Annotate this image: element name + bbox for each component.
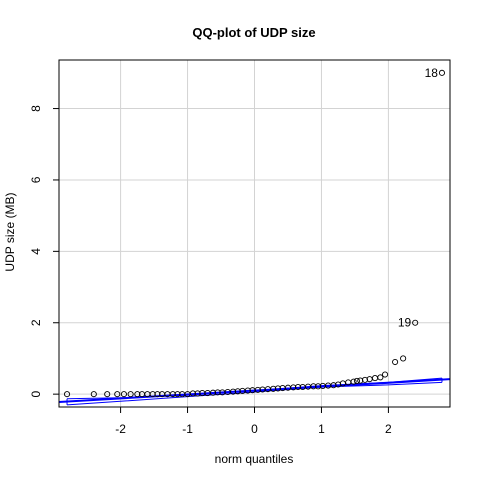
x-axis-label: norm quantiles bbox=[215, 452, 294, 466]
data-point bbox=[400, 355, 407, 362]
point-label: 19 bbox=[398, 316, 412, 330]
y-tick-label: 8 bbox=[29, 105, 43, 112]
data-point bbox=[294, 383, 302, 391]
data-point bbox=[154, 391, 161, 398]
x-tick-label: 2 bbox=[385, 422, 392, 436]
data-point bbox=[90, 391, 97, 398]
data-point bbox=[377, 374, 384, 381]
y-tick-label: 0 bbox=[29, 390, 43, 397]
y-tick-label: 6 bbox=[29, 176, 43, 183]
x-tick-label: 0 bbox=[251, 422, 258, 436]
data-point bbox=[120, 391, 127, 398]
data-point bbox=[194, 390, 201, 397]
y-tick-label: 2 bbox=[29, 319, 43, 326]
data-point bbox=[63, 391, 71, 398]
data-point bbox=[382, 371, 389, 378]
data-point bbox=[254, 386, 261, 393]
data-point bbox=[438, 69, 446, 76]
x-axis: -2 -1 0 1 2 bbox=[115, 407, 392, 436]
data-point bbox=[274, 385, 281, 392]
data-point bbox=[169, 391, 176, 398]
data-point bbox=[353, 377, 360, 384]
data-point bbox=[290, 384, 297, 391]
data-points bbox=[63, 69, 446, 398]
data-point bbox=[149, 391, 156, 398]
data-point bbox=[104, 391, 111, 398]
data-point bbox=[350, 378, 357, 385]
data-point bbox=[234, 388, 241, 395]
data-point bbox=[127, 391, 134, 398]
data-point bbox=[412, 319, 419, 326]
data-point bbox=[270, 385, 277, 392]
x-tick-label: 1 bbox=[318, 422, 325, 436]
data-point bbox=[114, 391, 121, 398]
y-axis: 0 2 4 6 8 bbox=[29, 105, 59, 397]
data-point bbox=[214, 389, 221, 396]
data-point bbox=[315, 383, 322, 390]
data-point bbox=[209, 389, 217, 396]
grid bbox=[59, 60, 450, 407]
data-point bbox=[244, 387, 251, 394]
x-tick-label: -2 bbox=[115, 422, 126, 436]
x-tick-label: -1 bbox=[182, 422, 193, 436]
data-point bbox=[174, 391, 181, 398]
data-point bbox=[310, 383, 317, 390]
data-point bbox=[392, 358, 399, 366]
y-axis-label: UDP size (MB) bbox=[3, 192, 17, 271]
point-label: 18 bbox=[425, 66, 439, 80]
reference-line bbox=[58, 378, 451, 404]
y-tick-label: 4 bbox=[29, 248, 43, 255]
data-point bbox=[230, 388, 237, 395]
chart-title: QQ-plot of UDP size bbox=[192, 25, 315, 40]
data-point bbox=[134, 391, 141, 398]
data-point bbox=[189, 390, 196, 397]
data-point bbox=[371, 375, 379, 382]
reference-line-group bbox=[58, 378, 451, 404]
